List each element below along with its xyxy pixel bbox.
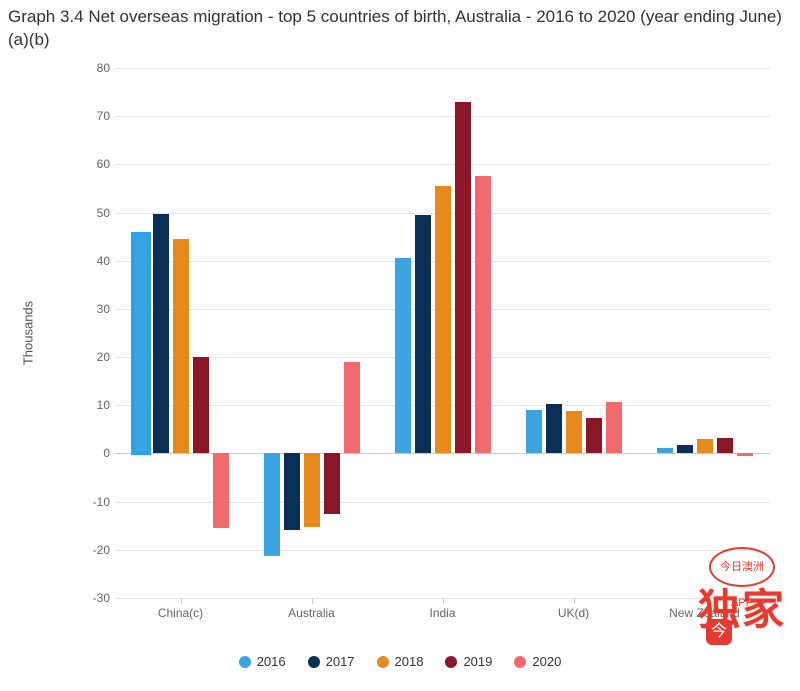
y-tick-label: 0 bbox=[70, 446, 110, 460]
x-tick-label: UK(d) bbox=[508, 598, 639, 620]
chart-title: Graph 3.4 Net overseas migration - top 5… bbox=[8, 6, 788, 52]
legend-swatch bbox=[445, 656, 457, 668]
bar[interactable] bbox=[526, 410, 542, 453]
category-group: UK(d) bbox=[508, 68, 639, 598]
bar[interactable] bbox=[304, 453, 320, 526]
bar[interactable] bbox=[344, 362, 360, 454]
watermark-app-icon: 今 bbox=[706, 619, 732, 645]
legend-item[interactable]: 2019 bbox=[445, 654, 492, 669]
chart-area: Thousands -30-20-1001020304050607080 Chi… bbox=[70, 68, 770, 598]
legend-swatch bbox=[239, 656, 251, 668]
bar[interactable] bbox=[475, 176, 491, 453]
category-group: India bbox=[377, 68, 508, 598]
bar[interactable] bbox=[546, 404, 562, 453]
legend-item[interactable]: 2020 bbox=[514, 654, 561, 669]
y-tick-label: 60 bbox=[70, 157, 110, 171]
y-tick-label: 50 bbox=[70, 206, 110, 220]
x-tick-label: New Zealand bbox=[639, 598, 770, 620]
y-tick-label: 80 bbox=[70, 61, 110, 75]
y-tick-label: 30 bbox=[70, 302, 110, 316]
bar[interactable] bbox=[173, 239, 189, 453]
bar[interactable] bbox=[415, 215, 431, 454]
page: Graph 3.4 Net overseas migration - top 5… bbox=[0, 0, 800, 691]
bar[interactable] bbox=[697, 439, 713, 453]
bar[interactable] bbox=[566, 411, 582, 453]
legend-swatch bbox=[377, 656, 389, 668]
bar[interactable] bbox=[657, 448, 673, 454]
y-tick-label: 40 bbox=[70, 254, 110, 268]
bar[interactable] bbox=[717, 438, 733, 453]
bar[interactable] bbox=[606, 402, 622, 453]
bar[interactable] bbox=[324, 453, 340, 513]
bar[interactable] bbox=[677, 445, 693, 454]
legend: 2016 2017 2018 2019 2020 bbox=[0, 654, 800, 669]
bar[interactable] bbox=[133, 234, 149, 453]
legend-label: 2020 bbox=[532, 654, 561, 669]
y-tick-label: -30 bbox=[70, 591, 110, 605]
x-tick-label: India bbox=[377, 598, 508, 620]
y-tick-label: 20 bbox=[70, 350, 110, 364]
legend-item[interactable]: 2016 bbox=[239, 654, 286, 669]
x-tick-label: China(c) bbox=[115, 598, 246, 620]
category-group: Australia bbox=[246, 68, 377, 598]
x-tick-label: Australia bbox=[246, 598, 377, 620]
legend-label: 2019 bbox=[463, 654, 492, 669]
legend-label: 2016 bbox=[257, 654, 286, 669]
bar[interactable] bbox=[153, 214, 169, 454]
bar[interactable] bbox=[435, 186, 451, 453]
plot-area: China(c)AustraliaIndiaUK(d)New Zealand bbox=[115, 68, 770, 598]
y-tick-label: 10 bbox=[70, 398, 110, 412]
bar[interactable] bbox=[193, 357, 209, 453]
legend-item[interactable]: 2018 bbox=[377, 654, 424, 669]
legend-swatch bbox=[308, 656, 320, 668]
legend-swatch bbox=[514, 656, 526, 668]
bar[interactable] bbox=[586, 418, 602, 453]
y-axis-title: Thousands bbox=[21, 301, 36, 365]
bar[interactable] bbox=[213, 453, 229, 528]
legend-label: 2017 bbox=[326, 654, 355, 669]
bar[interactable] bbox=[284, 453, 300, 529]
bar[interactable] bbox=[455, 102, 471, 454]
y-tick-label: 70 bbox=[70, 109, 110, 123]
legend-item[interactable]: 2017 bbox=[308, 654, 355, 669]
bar[interactable] bbox=[264, 453, 280, 555]
legend-label: 2018 bbox=[395, 654, 424, 669]
y-tick-label: -20 bbox=[70, 543, 110, 557]
y-tick-label: -10 bbox=[70, 495, 110, 509]
category-group: China(c) bbox=[115, 68, 246, 598]
bar[interactable] bbox=[395, 258, 411, 453]
category-group: New Zealand bbox=[639, 68, 770, 598]
bar[interactable] bbox=[737, 453, 753, 456]
